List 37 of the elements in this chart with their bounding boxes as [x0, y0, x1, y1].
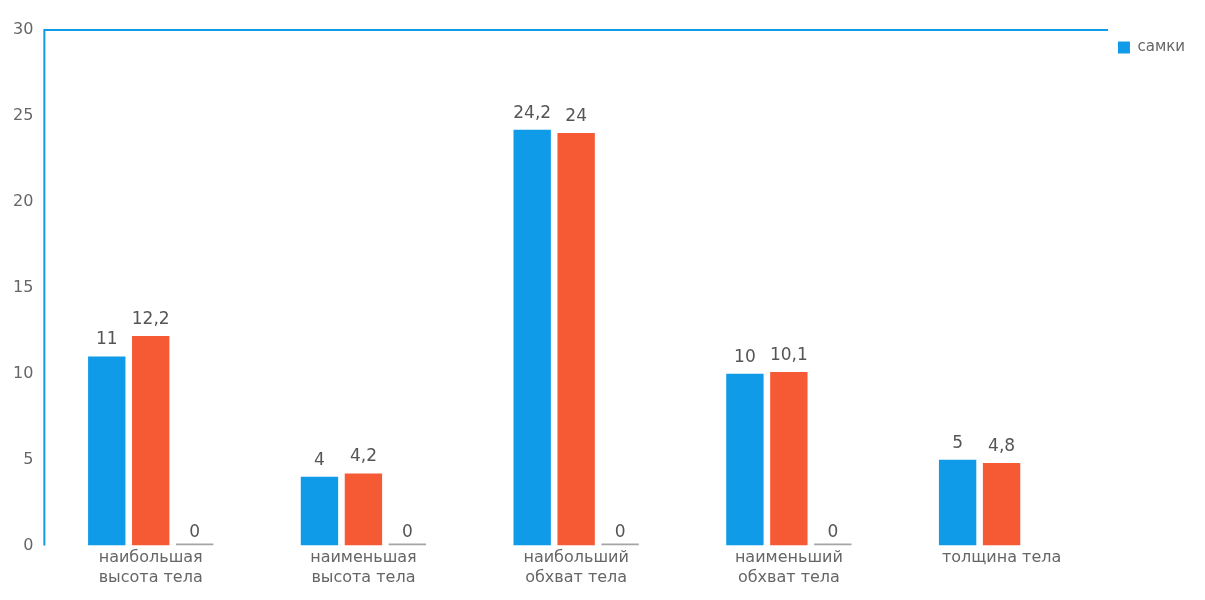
data-label: 0 — [401, 520, 413, 541]
y-tick-label: 0 — [23, 534, 34, 554]
bar — [88, 356, 126, 546]
y-tick-label: 10 — [13, 362, 34, 382]
x-tick-label: наименьшая высота тела — [310, 547, 417, 586]
bar — [982, 463, 1021, 546]
data-label: 24,2 — [513, 101, 552, 122]
y-tick-label: 30 — [13, 19, 34, 39]
data-label: 4,2 — [349, 445, 377, 466]
y-tick-label: 5 — [23, 448, 34, 468]
bar — [557, 133, 595, 546]
data-label: 0 — [614, 520, 626, 541]
bar — [513, 129, 551, 546]
y-tick-label: 15 — [13, 276, 34, 296]
bar — [938, 459, 977, 546]
data-label: 12,2 — [131, 307, 170, 328]
x-tick-label: наибольший обхват тела — [523, 547, 629, 586]
y-tick-label: 20 — [13, 191, 34, 211]
y-tick-label: 25 — [13, 105, 34, 125]
data-label: 4 — [314, 448, 325, 469]
data-label: 24 — [565, 105, 587, 126]
bar — [344, 473, 383, 546]
bar — [132, 335, 170, 546]
data-label: 11 — [95, 328, 118, 349]
data-label: 10,1 — [769, 343, 808, 364]
x-tick-label: толщина тела — [941, 547, 1062, 567]
x-tick-label: наименьший обхват тела — [734, 547, 843, 586]
data-label: 4,8 — [988, 435, 1016, 456]
bar — [726, 373, 764, 546]
bar — [300, 476, 339, 546]
legend-label: самки — [1137, 37, 1186, 56]
data-label: 10 — [734, 345, 756, 366]
bar — [770, 372, 808, 546]
data-label: 5 — [952, 431, 964, 452]
x-tick-label: наибольшая высота тела — [98, 547, 203, 586]
data-label: 0 — [827, 520, 839, 541]
data-label: 0 — [189, 520, 201, 541]
